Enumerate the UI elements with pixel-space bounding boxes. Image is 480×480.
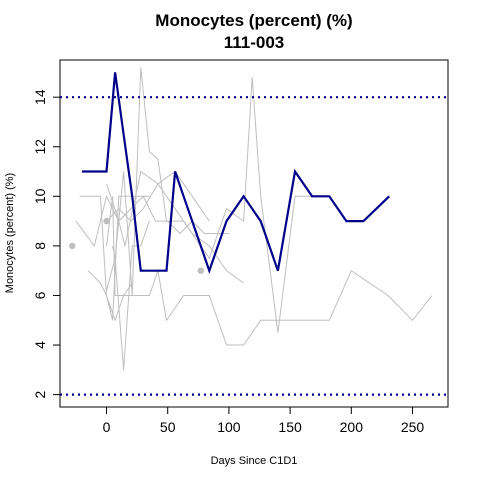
background-series-line: [106, 170, 244, 284]
background-point: [103, 217, 110, 225]
y-axis: 2 4 6 8 10 12 14: [32, 89, 61, 399]
background-series-group: [75, 67, 433, 370]
background-point: [197, 267, 204, 274]
y-tick-label: 4: [32, 341, 48, 349]
y-tick-label: 8: [32, 242, 48, 250]
x-axis: 0 50 100 150 200 250: [103, 406, 425, 435]
x-tick-label: 250: [401, 419, 425, 435]
y-tick-label: 10: [32, 188, 48, 204]
y-tick-label: 12: [32, 139, 48, 155]
x-tick-label: 50: [160, 419, 176, 435]
chart-title: Monocytes (percent) (%): [155, 11, 352, 30]
plot-frame: [59, 59, 449, 408]
highlight-series-line: [82, 72, 390, 275]
background-series-line: [106, 67, 313, 333]
x-tick-label: 100: [217, 419, 241, 435]
background-series-line: [112, 220, 150, 370]
y-tick-label: 6: [32, 291, 48, 299]
x-tick-label: 200: [340, 419, 364, 435]
chart-subtitle: 111-003: [224, 33, 285, 52]
y-tick-label: 2: [32, 391, 48, 399]
background-series-line: [75, 194, 229, 248]
highlight-series-group: [82, 72, 390, 275]
y-tick-label: 14: [32, 89, 48, 105]
background-series-line: [106, 196, 133, 296]
background-series-line: [87, 269, 433, 346]
y-axis-label: Monocytes (percent) (%): [4, 173, 16, 293]
background-points-group: [69, 217, 204, 274]
reference-lines-group: [60, 96, 448, 396]
x-axis-label: Days Since C1D1: [211, 455, 298, 467]
background-series-line: [79, 195, 150, 321]
x-tick-label: 150: [278, 419, 302, 435]
x-tick-label: 0: [103, 419, 111, 435]
background-series-line: [106, 170, 210, 222]
background-point: [69, 242, 76, 250]
